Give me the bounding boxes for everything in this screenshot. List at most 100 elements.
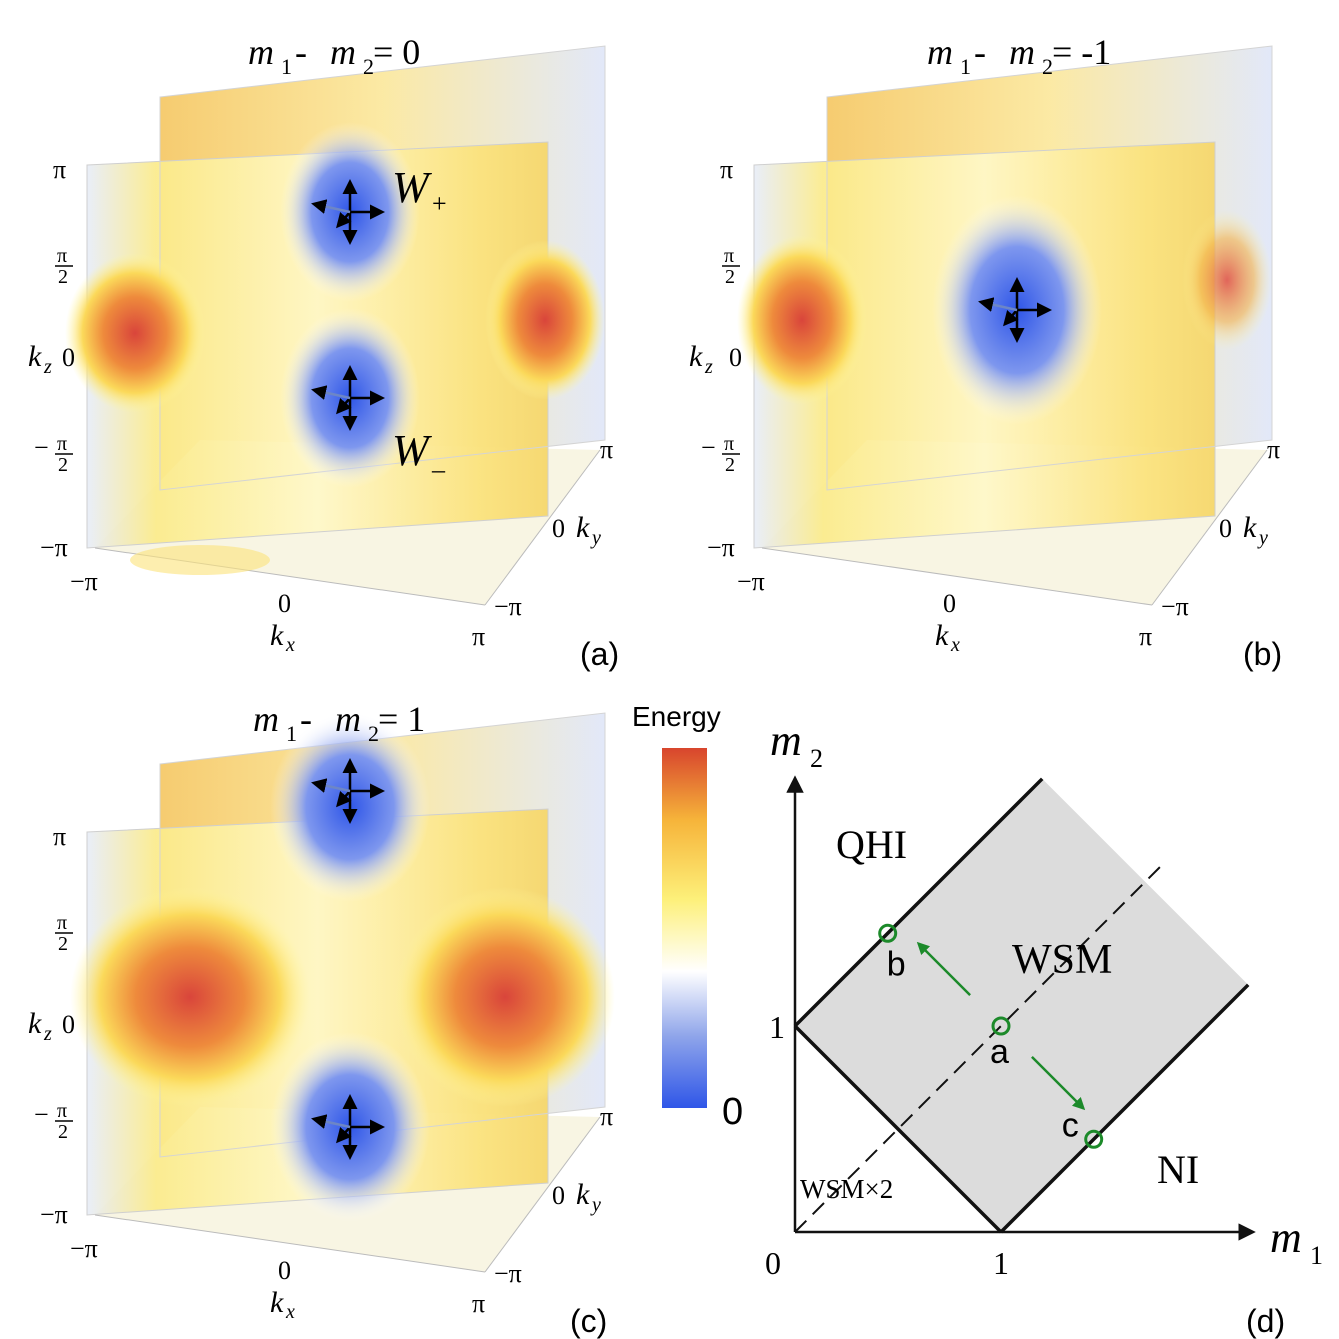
weyl-plus-label: W [392, 163, 432, 212]
panel-a-kx-axis: −π 0 k x π [70, 567, 485, 656]
panel-a-letter: (a) [580, 636, 619, 672]
svg-text:−π: −π [40, 533, 68, 562]
m1-axis-sub: 1 [1310, 1241, 1323, 1270]
panel-b-kz-axis: π π 2 k z 0 − π 2 −π [689, 155, 742, 562]
svg-text:k: k [689, 340, 703, 373]
panel-a-kz-axis: π π 2 k z 0 − π 2 −π [28, 155, 75, 562]
svg-text:z: z [43, 1023, 52, 1045]
weyl-minus-sub: – [431, 455, 446, 484]
point-label-a: a [990, 1033, 1009, 1071]
panel-a-title: m 1 - m 2 = 0 [248, 32, 420, 79]
svg-text:0: 0 [278, 1256, 291, 1285]
svg-text:π: π [724, 245, 734, 267]
svg-text:2: 2 [58, 933, 68, 955]
svg-text:π: π [57, 433, 67, 455]
flow-arrow-0 [916, 941, 971, 996]
colorbar-min-label: 0 [722, 1091, 743, 1133]
svg-text:π: π [57, 1100, 67, 1122]
panel-b: m 1 - m 2 = -1 π π 2 k z 0 − π 2 −π −π 0… [689, 32, 1282, 672]
svg-text:π: π [472, 622, 485, 651]
svg-text:m: m [927, 32, 953, 72]
svg-text:k: k [576, 1178, 590, 1211]
svg-text:2: 2 [58, 454, 68, 476]
svg-text:π: π [724, 433, 734, 455]
svg-text:k: k [28, 1007, 42, 1040]
panel-b-kx-axis: −π 0 k x π [737, 567, 1152, 656]
svg-text:−: − [34, 433, 49, 462]
svg-text:2: 2 [58, 266, 68, 288]
m2-axis-label: m [770, 716, 802, 765]
svg-text:−π: −π [40, 1200, 68, 1229]
point-c [1084, 1129, 1104, 1149]
svg-text:m: m [330, 32, 356, 72]
svg-text:−π: −π [707, 533, 735, 562]
svg-text:= 1: = 1 [378, 699, 425, 739]
svg-text:= -1: = -1 [1052, 32, 1111, 72]
svg-text:k: k [28, 340, 42, 373]
colorbar-title: Energy [632, 701, 721, 732]
svg-text:2: 2 [58, 1121, 68, 1143]
svg-text:0: 0 [943, 589, 956, 618]
svg-text:x: x [285, 634, 295, 656]
m2-axis-sub: 2 [810, 744, 823, 773]
svg-text:−π: −π [70, 1234, 98, 1263]
svg-text:1: 1 [960, 54, 971, 79]
boundary-upper [793, 777, 1044, 1028]
boundary-lower [999, 983, 1250, 1234]
energy-colorbar: Energy 0 [632, 701, 743, 1133]
svg-text:-: - [300, 699, 312, 739]
panel-b-ky-axis: π 0 k y −π [1161, 435, 1280, 621]
svg-text:−π: −π [70, 567, 98, 596]
svg-text:2: 2 [725, 454, 735, 476]
svg-text:π: π [720, 155, 733, 184]
panel-a: W + W – m 1 - m 2 = 0 π π 2 k z 0 − π 2 … [28, 32, 619, 672]
svg-text:m: m [335, 699, 361, 739]
svg-text:π: π [600, 1102, 613, 1131]
panel-c-kz-axis: π π 2 k z 0 − π 2 −π [28, 822, 75, 1229]
svg-text:m: m [1009, 32, 1035, 72]
svg-text:−: − [34, 1100, 49, 1129]
svg-text:y: y [590, 527, 601, 549]
panel-b-letter: (b) [1243, 636, 1282, 672]
y-tick-1: 1 [769, 1009, 785, 1045]
panel-c: m 1 - m 2 = 1 π π 2 k z 0 − π 2 −π −π 0 … [28, 699, 615, 1339]
svg-text:x: x [950, 634, 960, 656]
flow-arrow-1 [1031, 1056, 1086, 1111]
svg-text:z: z [43, 356, 52, 378]
svg-text:0: 0 [62, 343, 75, 372]
svg-text:z: z [704, 356, 713, 378]
region-wsm-x2: WSM×2 [800, 1174, 893, 1204]
svg-text:−π: −π [494, 592, 522, 621]
svg-text:−π: −π [1161, 592, 1189, 621]
svg-text:0: 0 [1219, 514, 1232, 543]
svg-text:k: k [935, 619, 949, 652]
svg-text:m: m [248, 32, 274, 72]
svg-text:2: 2 [725, 266, 735, 288]
panel-a-ky-axis: π 0 k y −π [494, 435, 613, 621]
panel-c-ky-axis: π 0 k y −π [494, 1102, 613, 1288]
svg-text:π: π [53, 822, 66, 851]
svg-text:m: m [253, 699, 279, 739]
svg-text:π: π [57, 245, 67, 267]
weyl-minus-label: W [392, 426, 432, 475]
panel-b-title: m 1 - m 2 = -1 [927, 32, 1111, 79]
svg-text:−π: −π [494, 1259, 522, 1288]
svg-text:= 0: = 0 [373, 32, 420, 72]
colorbar-gradient [662, 748, 707, 1108]
panel-c-kx-axis: −π 0 k x π [70, 1234, 485, 1323]
point-a [991, 1016, 1011, 1036]
svg-text:2: 2 [363, 54, 374, 79]
svg-text:−π: −π [737, 567, 765, 596]
svg-text:x: x [285, 1301, 295, 1323]
svg-text:π: π [53, 155, 66, 184]
svg-text:-: - [295, 32, 307, 72]
panel-c-title: m 1 - m 2 = 1 [253, 699, 425, 746]
dashed-line [794, 860, 1167, 1233]
m1-axis-label: m [1270, 1213, 1302, 1262]
svg-text:y: y [1257, 527, 1268, 549]
svg-text:1: 1 [281, 54, 292, 79]
region-ni: NI [1157, 1147, 1199, 1192]
svg-text:y: y [590, 1194, 601, 1216]
